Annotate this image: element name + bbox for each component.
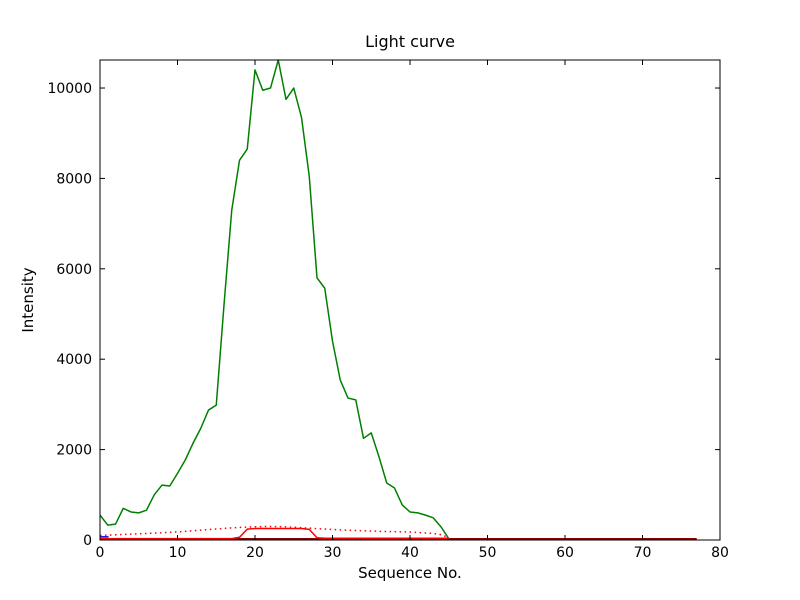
y-tick-label: 0 — [83, 533, 92, 549]
series-red-bump-curve — [100, 527, 449, 540]
y-tick-label: 4000 — [56, 352, 92, 368]
y-tick-label: 10000 — [47, 81, 92, 97]
x-tick-label: 70 — [634, 545, 652, 561]
chart-title: Light curve — [365, 32, 455, 51]
x-tick-label: 20 — [246, 545, 264, 561]
x-axis-label: Sequence No. — [358, 564, 462, 582]
y-axis-label: Intensity — [18, 267, 37, 333]
series-main-light-curve — [99, 59, 450, 540]
x-tick-label: 50 — [479, 545, 497, 561]
series-dotted-background-curve — [99, 525, 450, 539]
x-tick-label: 60 — [556, 545, 574, 561]
x-tick-label: 10 — [169, 545, 187, 561]
axes-spines — [99, 59, 721, 541]
y-tick-label: 6000 — [56, 262, 92, 278]
x-tick-label: 30 — [324, 545, 342, 561]
y-tick-label: 2000 — [56, 443, 92, 459]
x-tick-label: 0 — [96, 545, 105, 561]
x-tick-label: 80 — [711, 545, 729, 561]
x-tick-label: 40 — [401, 545, 419, 561]
y-tick-label: 8000 — [56, 171, 92, 187]
